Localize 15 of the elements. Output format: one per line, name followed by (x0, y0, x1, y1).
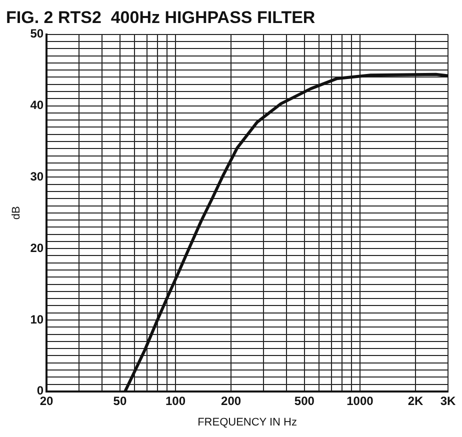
x-axis-title: FREQUENCY IN Hz (198, 416, 297, 428)
y-tick-label: 50 (30, 26, 44, 41)
y-tick-label: 40 (30, 98, 44, 112)
x-tick-label: 2K (408, 394, 424, 408)
x-tick-label: 3K (440, 394, 456, 408)
x-tick-label: 200 (221, 394, 242, 408)
y-tick-label: 10 (30, 312, 44, 326)
x-tick-label: 100 (165, 394, 186, 408)
y-tick-label: 20 (30, 240, 44, 255)
x-tick-label: 1000 (346, 394, 374, 408)
y-tick-label: 30 (30, 170, 44, 184)
x-tick-label: 50 (113, 394, 127, 408)
y-axis-title: dB (10, 206, 23, 220)
x-tick-label: 500 (294, 394, 315, 408)
chart-title: FIG. 2 RTS2 400Hz HIGHPASS FILTER (6, 8, 316, 27)
